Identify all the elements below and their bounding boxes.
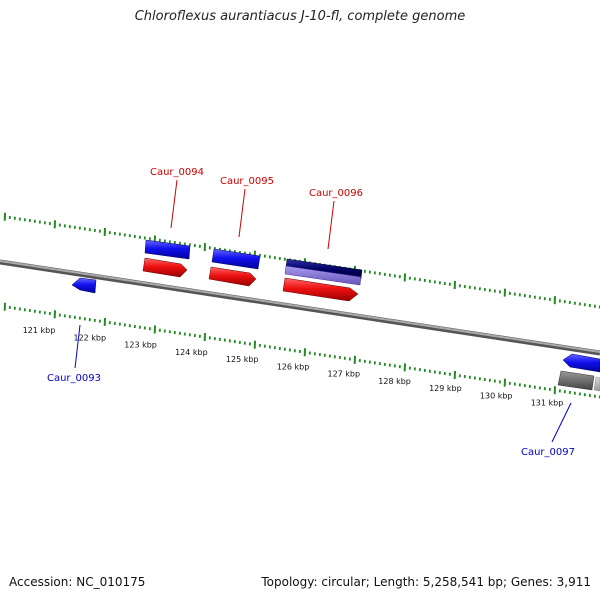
scale-tick-label: 122 kbp xyxy=(73,333,106,342)
genome-title: Chloroflexus aurantiacus J-10-fl, comple… xyxy=(134,9,466,24)
gene-label-caur-0096[interactable]: Caur_0096 xyxy=(309,188,363,199)
scale-tick-label: 125 kbp xyxy=(226,355,259,364)
genome-backbone-highlight xyxy=(0,260,600,353)
cds-caur-0096-light[interactable] xyxy=(284,265,362,286)
gene-label-caur-0097[interactable]: Caur_0097 xyxy=(521,447,575,458)
leader-caur-0097 xyxy=(551,402,572,443)
leader-caur-0093 xyxy=(74,324,81,369)
scale-tick-label: 131 kbp xyxy=(531,399,564,408)
gene-label-caur-0095[interactable]: Caur_0095 xyxy=(220,176,274,187)
gene-label-caur-0093[interactable]: Caur_0093 xyxy=(47,373,101,384)
cds-caur-0093[interactable] xyxy=(71,277,97,294)
cds-caur-0094-upper[interactable] xyxy=(144,239,191,260)
feature-grey-light[interactable] xyxy=(593,376,600,392)
scale-tick-label: 126 kbp xyxy=(277,362,310,371)
cds-caur-0094[interactable] xyxy=(142,257,188,278)
leader-caur-0096 xyxy=(327,200,335,250)
cds-caur-0095-upper[interactable] xyxy=(211,248,261,270)
cds-caur-0097[interactable] xyxy=(562,353,600,373)
scale-tick-label: 127 kbp xyxy=(327,370,360,379)
scale-tick-label: 121 kbp xyxy=(23,326,56,335)
scale-tick-label: 124 kbp xyxy=(175,348,208,357)
scale-tick-label: 130 kbp xyxy=(480,391,513,400)
scale-tick-label: 128 kbp xyxy=(378,377,411,386)
cds-caur-0095[interactable] xyxy=(208,266,257,287)
accession-text: Accession: NC_010175 xyxy=(9,575,146,589)
scale-tick-labels: 121 kbp 122 kbp 123 kbp 124 kbp 125 kbp 126 k… xyxy=(23,326,564,408)
tick-track-bottom xyxy=(3,302,600,399)
leader-caur-0095 xyxy=(238,188,246,238)
feature-grey-dark[interactable] xyxy=(557,370,595,391)
genome-summary-text: Topology: circular; Length: 5,258,541 bp… xyxy=(261,575,591,589)
leader-caur-0094 xyxy=(170,179,178,229)
scale-tick-label: 129 kbp xyxy=(429,384,462,393)
scale-tick-label: 123 kbp xyxy=(124,341,157,350)
gene-label-caur-0094[interactable]: Caur_0094 xyxy=(150,167,204,178)
cds-caur-0096[interactable] xyxy=(282,277,359,302)
